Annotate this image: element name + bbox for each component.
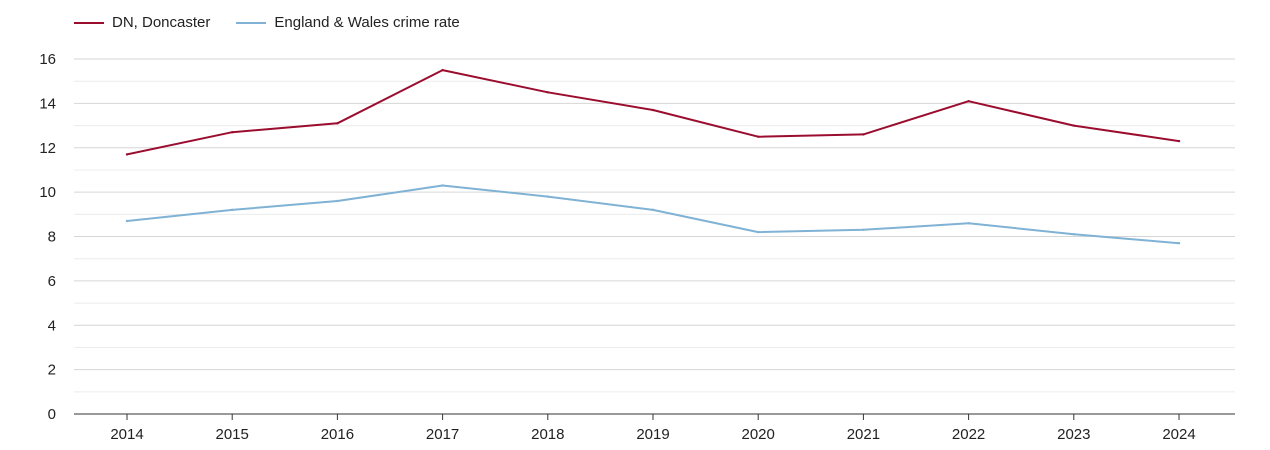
- data-point: [862, 228, 865, 232]
- data-point: [336, 122, 339, 125]
- data-point: [441, 68, 444, 72]
- x-tick-label: 2014: [110, 426, 143, 443]
- x-tick-label: 2022: [952, 426, 985, 443]
- data-point: [757, 135, 760, 138]
- legend-item-doncaster[interactable]: DN, Doncaster: [74, 14, 210, 31]
- legend-swatch-doncaster: [74, 21, 104, 24]
- y-tick-label: 2: [48, 362, 56, 379]
- y-tick-label: 12: [39, 140, 56, 157]
- data-point: [125, 153, 129, 156]
- legend-label-england-wales: England & Wales crime rate: [274, 14, 460, 31]
- y-tick-label: 16: [39, 51, 56, 68]
- data-point: [1072, 233, 1076, 236]
- data-point: [125, 219, 129, 223]
- x-tick-label: 2020: [742, 426, 775, 443]
- data-point: [546, 91, 549, 94]
- data-point: [651, 208, 655, 212]
- legend-item-england-wales[interactable]: England & Wales crime rate: [236, 14, 460, 31]
- y-tick-label: 10: [39, 184, 56, 201]
- y-tick-label: 14: [39, 95, 56, 112]
- x-tick-label: 2017: [426, 426, 459, 443]
- data-point: [1177, 241, 1181, 245]
- y-tick-label: 8: [48, 229, 56, 246]
- x-tick-label: 2018: [531, 426, 564, 443]
- y-tick-label: 6: [48, 273, 56, 290]
- x-tick-label: 2023: [1057, 426, 1090, 443]
- y-tick-label: 4: [48, 317, 56, 334]
- data-point: [862, 133, 865, 136]
- data-point: [967, 99, 970, 103]
- x-tick-label: 2024: [1162, 426, 1195, 443]
- data-point: [441, 184, 444, 187]
- data-point: [757, 230, 760, 234]
- data-point: [546, 195, 549, 198]
- series-line-doncaster: [126, 69, 1180, 156]
- x-tick-label: 2021: [847, 426, 880, 443]
- data-point: [651, 108, 655, 112]
- x-tick-label: 2016: [321, 426, 354, 443]
- x-tick-label: 2015: [216, 426, 249, 443]
- data-point: [1177, 139, 1181, 143]
- data-point: [336, 199, 339, 203]
- chart-legend: DN, Doncaster England & Wales crime rate: [74, 14, 486, 31]
- data-point: [231, 131, 234, 134]
- legend-swatch-england-wales: [236, 21, 267, 24]
- data-point: [1072, 124, 1076, 127]
- data-point: [231, 208, 234, 212]
- y-tick-label: 0: [48, 406, 56, 423]
- x-tick-label: 2019: [636, 426, 669, 443]
- data-point: [967, 221, 970, 225]
- legend-label-doncaster: DN, Doncaster: [112, 14, 211, 31]
